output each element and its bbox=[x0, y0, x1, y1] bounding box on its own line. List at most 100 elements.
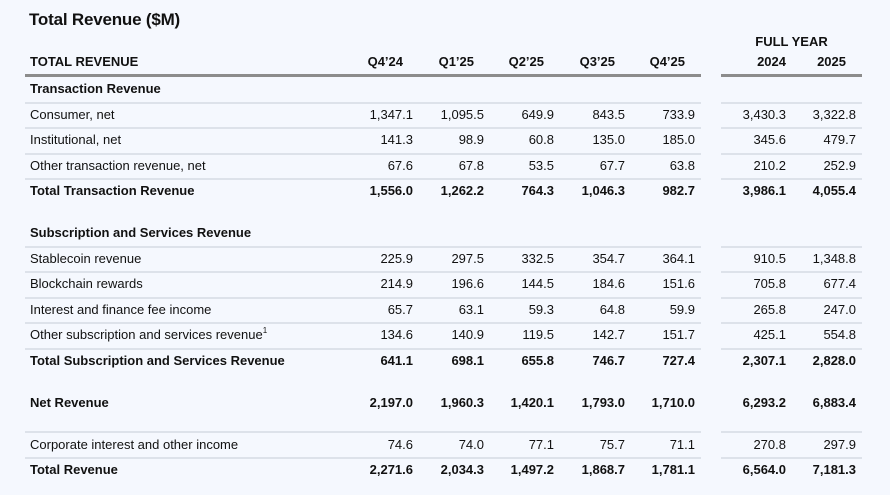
value-cell: 67.7 bbox=[599, 158, 625, 173]
value-cell: 67.8 bbox=[458, 158, 484, 173]
header-divider-full-year bbox=[721, 74, 862, 77]
row-label: Corporate interest and other income bbox=[30, 437, 238, 453]
value-cell: 345.6 bbox=[753, 132, 786, 147]
value-cell: 144.5 bbox=[521, 276, 554, 291]
value-cell: 3,322.8 bbox=[812, 107, 856, 122]
row-divider bbox=[721, 153, 862, 155]
value-cell: 1,420.1 bbox=[510, 395, 554, 410]
value-cell: 98.9 bbox=[458, 132, 484, 147]
row-divider bbox=[25, 297, 701, 299]
value-cell: 7,181.3 bbox=[812, 462, 856, 477]
value-cell: 65.7 bbox=[387, 302, 413, 317]
value-cell: 53.5 bbox=[528, 158, 554, 173]
row-divider bbox=[25, 431, 701, 433]
value-cell: 74.0 bbox=[458, 437, 484, 452]
value-cell: 59.9 bbox=[669, 302, 695, 317]
row-divider bbox=[721, 127, 862, 129]
section-heading: Subscription and Services Revenue bbox=[30, 225, 251, 241]
row-divider bbox=[721, 431, 862, 433]
value-cell: 1,868.7 bbox=[581, 462, 625, 477]
value-cell: 1,556.0 bbox=[369, 183, 413, 198]
value-cell: 142.7 bbox=[592, 327, 625, 342]
value-cell: 1,046.3 bbox=[581, 183, 625, 198]
value-cell: 1,793.0 bbox=[581, 395, 625, 410]
header-2025: 2025 bbox=[817, 54, 846, 69]
row-label-text: Interest and finance fee income bbox=[30, 302, 212, 317]
row-divider bbox=[721, 348, 862, 350]
value-cell: 210.2 bbox=[753, 158, 786, 173]
header-q1-25: Q1’25 bbox=[438, 54, 474, 69]
value-cell: 6,883.4 bbox=[812, 395, 856, 410]
header-q4-25: Q4’25 bbox=[649, 54, 685, 69]
value-cell: 297.9 bbox=[823, 437, 856, 452]
value-cell: 2,828.0 bbox=[812, 353, 856, 368]
row-label: Institutional, net bbox=[30, 132, 121, 148]
value-cell: 185.0 bbox=[662, 132, 695, 147]
value-cell: 479.7 bbox=[823, 132, 856, 147]
row-label: Interest and finance fee income bbox=[30, 302, 211, 318]
value-cell: 214.9 bbox=[380, 276, 413, 291]
value-cell: 119.5 bbox=[522, 327, 554, 342]
value-cell: 63.8 bbox=[669, 158, 695, 173]
footnote-marker: 1 bbox=[262, 326, 268, 335]
value-cell: 1,710.0 bbox=[651, 395, 695, 410]
value-cell: 2,307.1 bbox=[742, 353, 786, 368]
value-cell: 1,781.1 bbox=[651, 462, 695, 477]
value-cell: 641.1 bbox=[380, 353, 413, 368]
page-title: Total Revenue ($M) bbox=[29, 10, 180, 29]
value-cell: 2,197.0 bbox=[369, 395, 413, 410]
row-divider bbox=[25, 102, 701, 104]
value-cell: 270.8 bbox=[753, 437, 786, 452]
row-divider bbox=[25, 246, 701, 248]
value-cell: 332.5 bbox=[521, 251, 554, 266]
row-label: Net Revenue bbox=[30, 395, 109, 411]
value-cell: 77.1 bbox=[528, 437, 554, 452]
header-q3-25: Q3’25 bbox=[579, 54, 615, 69]
value-cell: 3,986.1 bbox=[742, 183, 786, 198]
value-cell: 225.9 bbox=[380, 251, 413, 266]
value-cell: 1,347.1 bbox=[369, 107, 413, 122]
row-divider bbox=[25, 271, 701, 273]
value-cell: 425.1 bbox=[753, 327, 786, 342]
value-cell: 1,348.8 bbox=[812, 251, 856, 266]
value-cell: 135.0 bbox=[592, 132, 625, 147]
row-label: Total Revenue bbox=[30, 462, 118, 478]
value-cell: 141.3 bbox=[380, 132, 413, 147]
row-label-text: Net Revenue bbox=[30, 395, 109, 410]
value-cell: 364.1 bbox=[662, 251, 695, 266]
row-label: Blockchain rewards bbox=[30, 276, 143, 292]
row-label-text: Corporate interest and other income bbox=[30, 437, 239, 452]
row-label-text: Blockchain rewards bbox=[30, 276, 143, 291]
row-divider bbox=[721, 457, 862, 459]
value-cell: 910.5 bbox=[753, 251, 786, 266]
section-heading: Transaction Revenue bbox=[30, 81, 161, 97]
row-label-text: Total Subscription and Services Revenue bbox=[30, 353, 285, 368]
value-cell: 1,262.2 bbox=[440, 183, 484, 198]
row-label-text: Other subscription and services revenue bbox=[30, 327, 263, 342]
header-q2-25: Q2’25 bbox=[508, 54, 544, 69]
row-divider bbox=[721, 271, 862, 273]
value-cell: 2,271.6 bbox=[369, 462, 413, 477]
row-divider bbox=[721, 102, 862, 104]
value-cell: 733.9 bbox=[662, 107, 695, 122]
value-cell: 151.6 bbox=[662, 276, 695, 291]
value-cell: 75.7 bbox=[599, 437, 625, 452]
value-cell: 265.8 bbox=[753, 302, 786, 317]
row-divider bbox=[25, 178, 701, 180]
value-cell: 71.1 bbox=[669, 437, 695, 452]
value-cell: 151.7 bbox=[662, 327, 695, 342]
row-divider bbox=[25, 153, 701, 155]
row-label: Consumer, net bbox=[30, 107, 115, 123]
row-label: Total Transaction Revenue bbox=[30, 183, 194, 199]
value-cell: 196.6 bbox=[451, 276, 484, 291]
value-cell: 554.8 bbox=[823, 327, 856, 342]
value-cell: 134.6 bbox=[380, 327, 413, 342]
header-divider bbox=[25, 74, 701, 77]
value-cell: 140.9 bbox=[451, 327, 484, 342]
row-divider bbox=[25, 348, 701, 350]
value-cell: 655.8 bbox=[521, 353, 554, 368]
row-divider bbox=[25, 457, 701, 459]
value-cell: 727.4 bbox=[662, 353, 695, 368]
row-label-text: Total Revenue bbox=[30, 462, 118, 477]
value-cell: 60.8 bbox=[528, 132, 554, 147]
